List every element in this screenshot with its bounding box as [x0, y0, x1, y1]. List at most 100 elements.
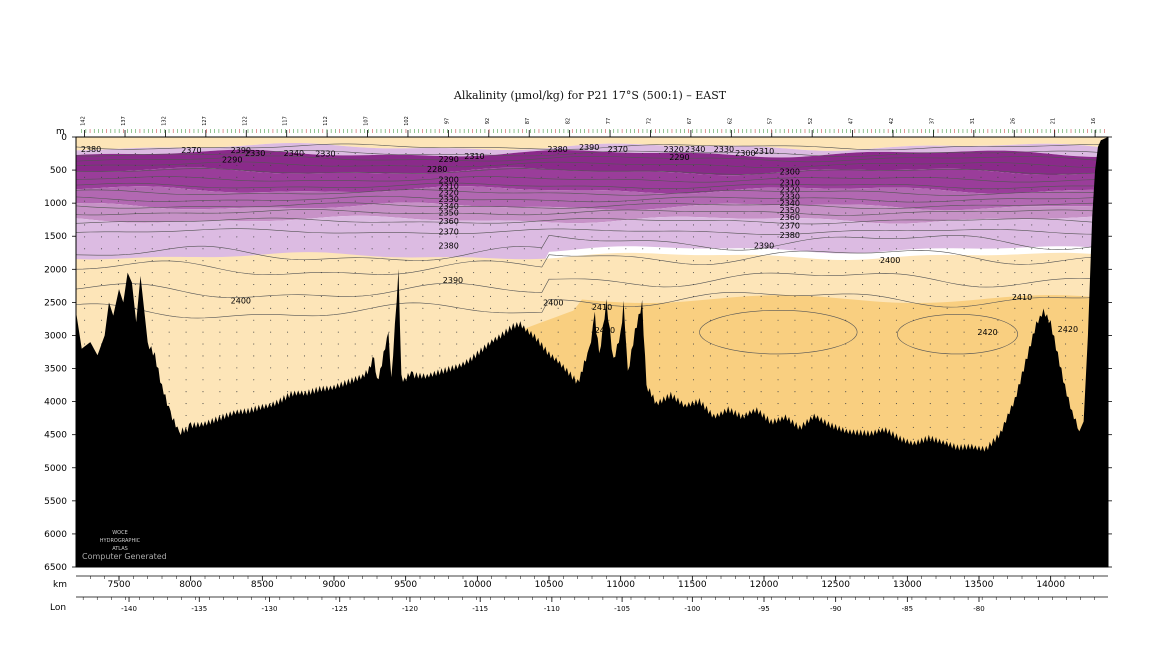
lon-tick-label: -120 [402, 605, 418, 613]
station-dot [760, 355, 762, 357]
station-label: 31 [970, 118, 976, 124]
station-dot [236, 391, 238, 393]
station-dot [473, 343, 475, 345]
station-dot [1014, 188, 1016, 190]
depth-tick-label: 500 [50, 166, 67, 176]
station-dot [845, 414, 847, 417]
station-dot [878, 331, 881, 333]
station-dot [151, 200, 153, 202]
station-dot [862, 319, 864, 321]
station-dot [557, 164, 559, 166]
station-dot [287, 319, 289, 321]
station-dot [980, 164, 982, 166]
station-dot [811, 379, 813, 381]
station-dot [405, 331, 407, 333]
station-dot [202, 164, 204, 166]
station-dot [574, 176, 576, 178]
station-dot [980, 260, 982, 262]
station-dot [540, 272, 542, 274]
station-dot [726, 307, 728, 309]
station-dot [303, 164, 306, 166]
station-dot [1065, 200, 1067, 202]
station-dot [540, 176, 542, 178]
station-dot [726, 391, 728, 393]
station-dot [303, 236, 306, 238]
station-dot [540, 236, 542, 238]
station-dot [236, 164, 238, 166]
station-dot [862, 414, 864, 417]
station-dot [1014, 224, 1016, 226]
station-dot [219, 176, 221, 178]
contour-label: 2420 [1058, 325, 1078, 334]
station-dot [591, 307, 593, 309]
station-dot [1014, 391, 1016, 393]
station-dot [253, 367, 255, 369]
station-dot [743, 331, 745, 333]
station-dot [709, 212, 711, 214]
station-dot [659, 307, 661, 309]
station-dot [354, 176, 356, 178]
station-dot [100, 260, 103, 262]
station-dot [219, 152, 221, 155]
station-dot [523, 307, 525, 309]
station-dot [642, 212, 644, 214]
station-dot [270, 355, 272, 357]
station-dot [608, 236, 610, 238]
station-dot [1081, 295, 1084, 297]
station-dot [337, 248, 339, 250]
depth-tick-label: 3500 [44, 365, 67, 375]
station-dot [709, 176, 711, 178]
station-dot [337, 367, 339, 369]
station-dot [1014, 260, 1016, 262]
station-dot [473, 319, 475, 321]
station-dot [794, 212, 796, 214]
station-dot [692, 260, 695, 262]
station-dot [625, 319, 627, 321]
lon-tick-label: -115 [472, 605, 488, 613]
station-dot [506, 200, 508, 202]
station-dot [236, 272, 238, 274]
station-dot [422, 152, 424, 155]
station-dot [625, 224, 627, 226]
station-dot [895, 200, 897, 202]
station-dot [303, 260, 306, 262]
station-dot [777, 331, 779, 333]
station-dot [659, 355, 661, 357]
station-dot [591, 283, 593, 286]
station-dot [219, 295, 221, 297]
station-dot [895, 379, 897, 381]
station-dot [895, 426, 897, 428]
station-dot [1081, 236, 1084, 238]
station-dot [100, 295, 103, 297]
station-dot [219, 307, 221, 309]
station-dot [439, 355, 441, 357]
station-dot [963, 307, 965, 309]
station-dot [320, 343, 322, 345]
station-dot [794, 188, 796, 190]
station-dot [929, 212, 931, 214]
station-dot [1048, 272, 1050, 274]
station-dot [151, 260, 153, 262]
station-dot [287, 176, 289, 178]
station-dot [659, 164, 661, 166]
station-dot [439, 260, 441, 262]
station-dot [287, 164, 289, 166]
station-dot [236, 379, 238, 381]
station-dot [692, 391, 695, 393]
station-dot [963, 414, 965, 417]
depth-tick-label: 0 [61, 133, 67, 143]
station-dot [489, 283, 492, 286]
station-dot [760, 367, 762, 369]
station-dot [912, 152, 914, 155]
station-dot [608, 295, 610, 297]
station-dot [794, 248, 796, 250]
station-dot [540, 248, 542, 250]
station-dot [811, 152, 813, 155]
station-dot [743, 283, 745, 286]
station-dot [625, 283, 627, 286]
station-dot [659, 343, 661, 345]
station-dot [1065, 248, 1067, 250]
station-dot [828, 331, 830, 333]
station-dot [489, 319, 492, 321]
station-dot [456, 355, 458, 357]
